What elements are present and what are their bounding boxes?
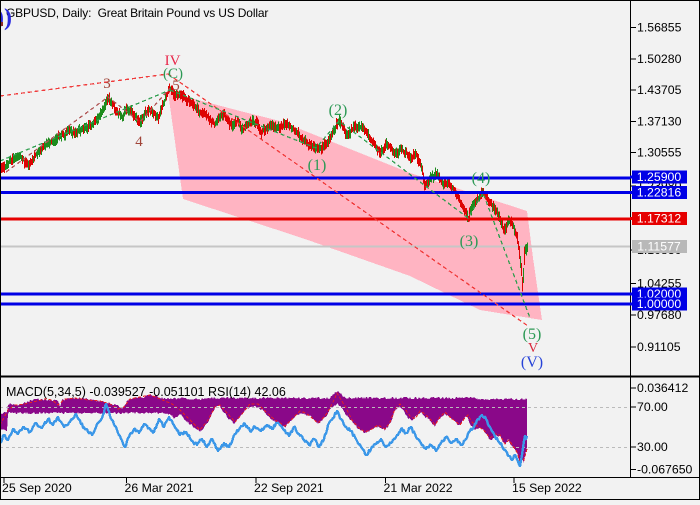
svg-text:1.56855: 1.56855 — [637, 21, 682, 35]
svg-text:-0.067650: -0.067650 — [637, 463, 693, 477]
svg-text:3: 3 — [103, 76, 111, 92]
svg-text:(3): (3) — [460, 233, 479, 250]
svg-text:(1): (1) — [308, 157, 327, 174]
svg-text:(4): (4) — [472, 170, 491, 187]
svg-text:MACD(5,34,5) -0.039527 -0.0511: MACD(5,34,5) -0.039527 -0.051101 RSI(14)… — [6, 385, 286, 399]
svg-text:26 Mar 2021: 26 Mar 2021 — [125, 481, 194, 495]
svg-text:V: V — [528, 341, 538, 356]
svg-text:0.91105: 0.91105 — [637, 340, 681, 354]
svg-text:1.25900: 1.25900 — [637, 170, 682, 184]
svg-text:0.036412: 0.036412 — [637, 381, 688, 395]
svg-text:)): )) — [0, 5, 12, 31]
svg-text:1.04255: 1.04255 — [637, 277, 682, 291]
svg-text:1.37130: 1.37130 — [637, 115, 682, 129]
svg-text:IV: IV — [165, 53, 181, 69]
svg-text:1.11577: 1.11577 — [637, 240, 681, 254]
svg-text:(V): (V) — [521, 354, 543, 371]
svg-text:1.50280: 1.50280 — [637, 52, 682, 66]
svg-text:0.97680: 0.97680 — [637, 308, 682, 322]
svg-text:1.17312: 1.17312 — [637, 212, 682, 226]
svg-text:22 Sep 2021: 22 Sep 2021 — [254, 481, 324, 495]
svg-text:1.30555: 1.30555 — [637, 146, 682, 160]
svg-text:1.22816: 1.22816 — [637, 186, 682, 200]
svg-text:4: 4 — [135, 134, 143, 150]
svg-text:1.00000: 1.00000 — [637, 297, 682, 311]
svg-text:70.00: 70.00 — [637, 400, 668, 414]
svg-text:(2): (2) — [329, 102, 348, 119]
svg-text:GBPUSD, Daily: Great Britain: GBPUSD, Daily: Great Britain Pound vs US… — [6, 6, 268, 20]
svg-text:(5): (5) — [523, 326, 542, 343]
svg-text:30.00: 30.00 — [637, 440, 668, 454]
svg-text:15 Sep 2022: 15 Sep 2022 — [512, 481, 582, 495]
svg-text:(C): (C) — [163, 66, 183, 82]
svg-text:21 Mar 2022: 21 Mar 2022 — [384, 481, 453, 495]
svg-text:1.43705: 1.43705 — [637, 83, 682, 97]
svg-text:5: 5 — [172, 78, 180, 94]
svg-text:25 Sep 2020: 25 Sep 2020 — [2, 481, 72, 495]
